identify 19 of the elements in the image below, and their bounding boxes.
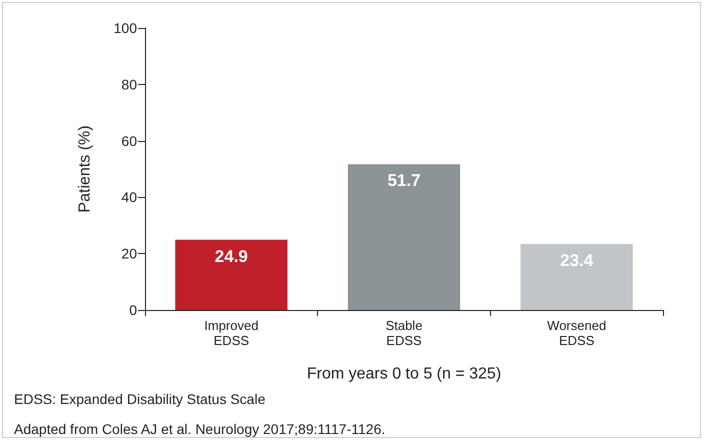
bar [348,164,460,310]
bar [175,240,288,310]
x-tick-label: Worsened EDSS [547,318,606,348]
y-tick-label: 80 [121,76,138,92]
text: EDSS: Expanded Disability Status Scale [14,391,266,407]
x-tick-label: Improved EDSS [204,318,258,348]
y-axis-title: Patients (%) [76,125,94,213]
y-tick-label: 60 [121,132,138,149]
text: Adapted from Coles AJ et al. Neurology 2017;89:1117-1126. [14,421,386,437]
data-label: 23.4 [560,251,594,270]
x-tick-label: Stable EDSS [386,318,422,348]
data-label: 51.7 [387,171,421,190]
y-tick-label: 20 [121,246,138,262]
bar [520,244,633,310]
x-axis-title: From years 0 to 5 (n = 325) [306,366,502,382]
data-label: 24.9 [214,246,248,266]
y-tick-label: 100 [114,20,138,36]
y-tick-label: 0 [129,302,138,318]
y-tick-label: 40 [121,189,138,206]
